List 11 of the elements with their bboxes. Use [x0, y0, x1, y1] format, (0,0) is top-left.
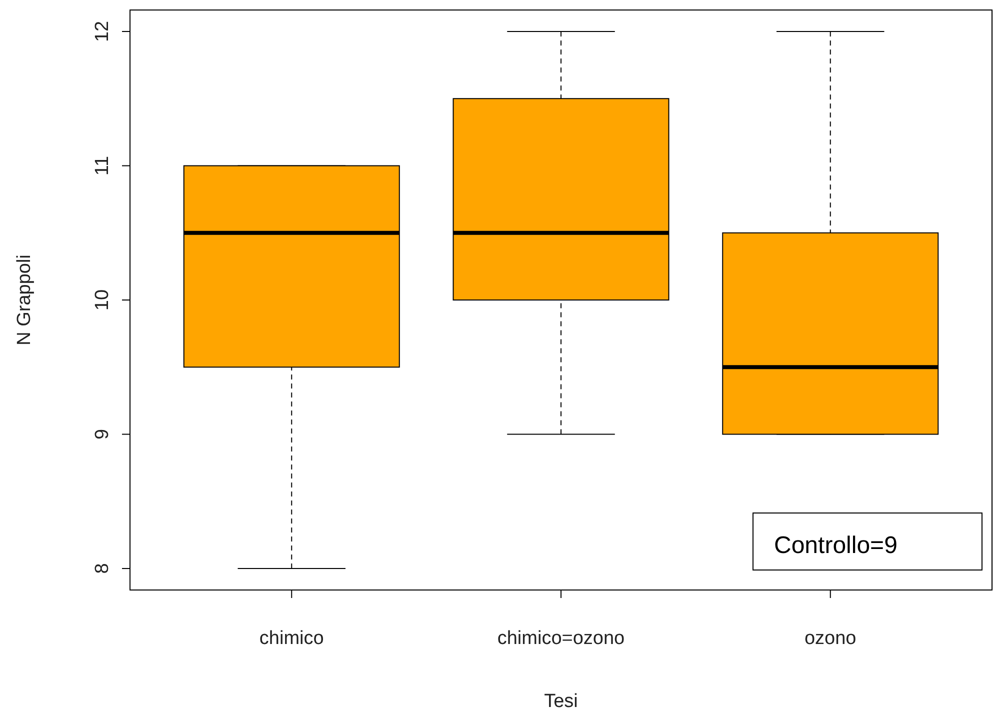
y-axis-title: N Grappoli [14, 254, 35, 346]
x-tick-label: chimico [259, 628, 324, 649]
y-tick-label: 10 [92, 289, 113, 311]
x-axis-title: Tesi [544, 691, 578, 712]
y-tick-label: 12 [92, 20, 113, 42]
annotation: Controllo=9 [774, 532, 898, 559]
x-tick-label: chimico=ozono [497, 628, 625, 649]
y-tick-label: 11 [92, 156, 113, 176]
y-tick-label: 9 [92, 428, 113, 440]
y-tick-label: 8 [92, 563, 113, 574]
x-tick-label: ozono [804, 628, 856, 649]
